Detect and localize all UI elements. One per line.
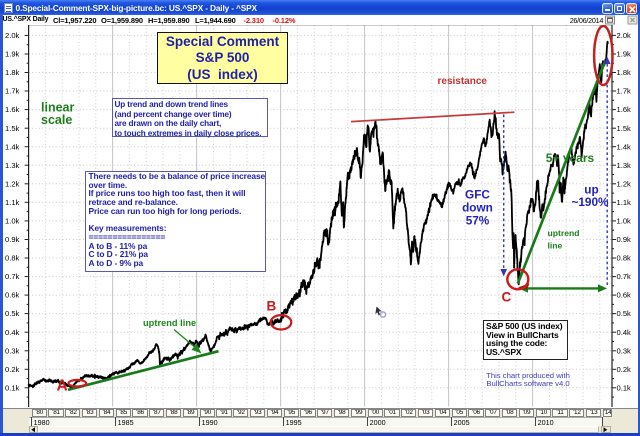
svg-text:0.9k: 0.9k bbox=[5, 235, 20, 244]
svg-text:1.8k: 1.8k bbox=[617, 68, 632, 77]
svg-text:0.5k: 0.5k bbox=[5, 309, 20, 318]
svg-text:1.4k: 1.4k bbox=[5, 142, 20, 151]
svg-text:0.3k: 0.3k bbox=[617, 346, 632, 355]
svg-text:1.3k: 1.3k bbox=[617, 161, 632, 170]
svg-text:1.0k: 1.0k bbox=[617, 217, 632, 226]
svg-text:line: line bbox=[548, 241, 563, 251]
svg-text:0.8k: 0.8k bbox=[5, 254, 20, 263]
svg-text:GFC: GFC bbox=[465, 188, 490, 202]
svg-text:0.4k: 0.4k bbox=[617, 328, 632, 337]
svg-text:0.6k: 0.6k bbox=[5, 291, 20, 300]
svg-text:1.5k: 1.5k bbox=[5, 124, 20, 133]
svg-text:up: up bbox=[584, 183, 598, 197]
svg-text:2.0k: 2.0k bbox=[617, 31, 632, 40]
svg-text:down: down bbox=[462, 201, 493, 215]
svg-text:1.1k: 1.1k bbox=[617, 198, 632, 207]
svg-text:B: B bbox=[267, 299, 277, 314]
svg-text:1.0k: 1.0k bbox=[5, 217, 20, 226]
svg-text:1.2k: 1.2k bbox=[617, 179, 632, 188]
svg-text:~190%: ~190% bbox=[571, 195, 609, 209]
svg-text:0.5k: 0.5k bbox=[617, 309, 632, 318]
svg-text:57%: 57% bbox=[466, 214, 490, 228]
svg-text:uptrend line: uptrend line bbox=[143, 318, 196, 328]
svg-text:linear: linear bbox=[41, 101, 74, 115]
svg-text:scale: scale bbox=[41, 113, 72, 127]
svg-text:0.1k: 0.1k bbox=[5, 383, 20, 392]
svg-text:1.5k: 1.5k bbox=[617, 124, 632, 133]
svg-text:1.9k: 1.9k bbox=[5, 50, 20, 59]
svg-text:1.1k: 1.1k bbox=[5, 198, 20, 207]
svg-text:1.7k: 1.7k bbox=[617, 87, 632, 96]
svg-text:1.7k: 1.7k bbox=[5, 87, 20, 96]
svg-text:resistance: resistance bbox=[438, 76, 488, 87]
svg-text:0.3k: 0.3k bbox=[5, 346, 20, 355]
svg-text:1.2k: 1.2k bbox=[5, 179, 20, 188]
svg-text:0.7k: 0.7k bbox=[617, 272, 632, 281]
svg-text:uptrend: uptrend bbox=[548, 228, 580, 238]
svg-text:1.6k: 1.6k bbox=[5, 105, 20, 114]
svg-text:0.7k: 0.7k bbox=[5, 272, 20, 281]
svg-text:0.9k: 0.9k bbox=[617, 235, 632, 244]
svg-text:0.2k: 0.2k bbox=[617, 365, 632, 374]
svg-text:1.6k: 1.6k bbox=[617, 105, 632, 114]
svg-text:1.4k: 1.4k bbox=[617, 142, 632, 151]
svg-text:A: A bbox=[57, 378, 68, 395]
svg-text:0.4k: 0.4k bbox=[5, 328, 20, 337]
svg-text:0.8k: 0.8k bbox=[617, 254, 632, 263]
svg-text:0.1k: 0.1k bbox=[617, 383, 632, 392]
svg-text:2.0k: 2.0k bbox=[5, 31, 20, 40]
svg-text:1.8k: 1.8k bbox=[5, 68, 20, 77]
svg-text:1.3k: 1.3k bbox=[5, 161, 20, 170]
svg-text:5+ years: 5+ years bbox=[546, 151, 595, 165]
svg-text:1.9k: 1.9k bbox=[617, 50, 632, 59]
svg-text:C: C bbox=[502, 290, 512, 305]
svg-text:0.6k: 0.6k bbox=[617, 291, 632, 300]
svg-text:0.2k: 0.2k bbox=[5, 365, 20, 374]
